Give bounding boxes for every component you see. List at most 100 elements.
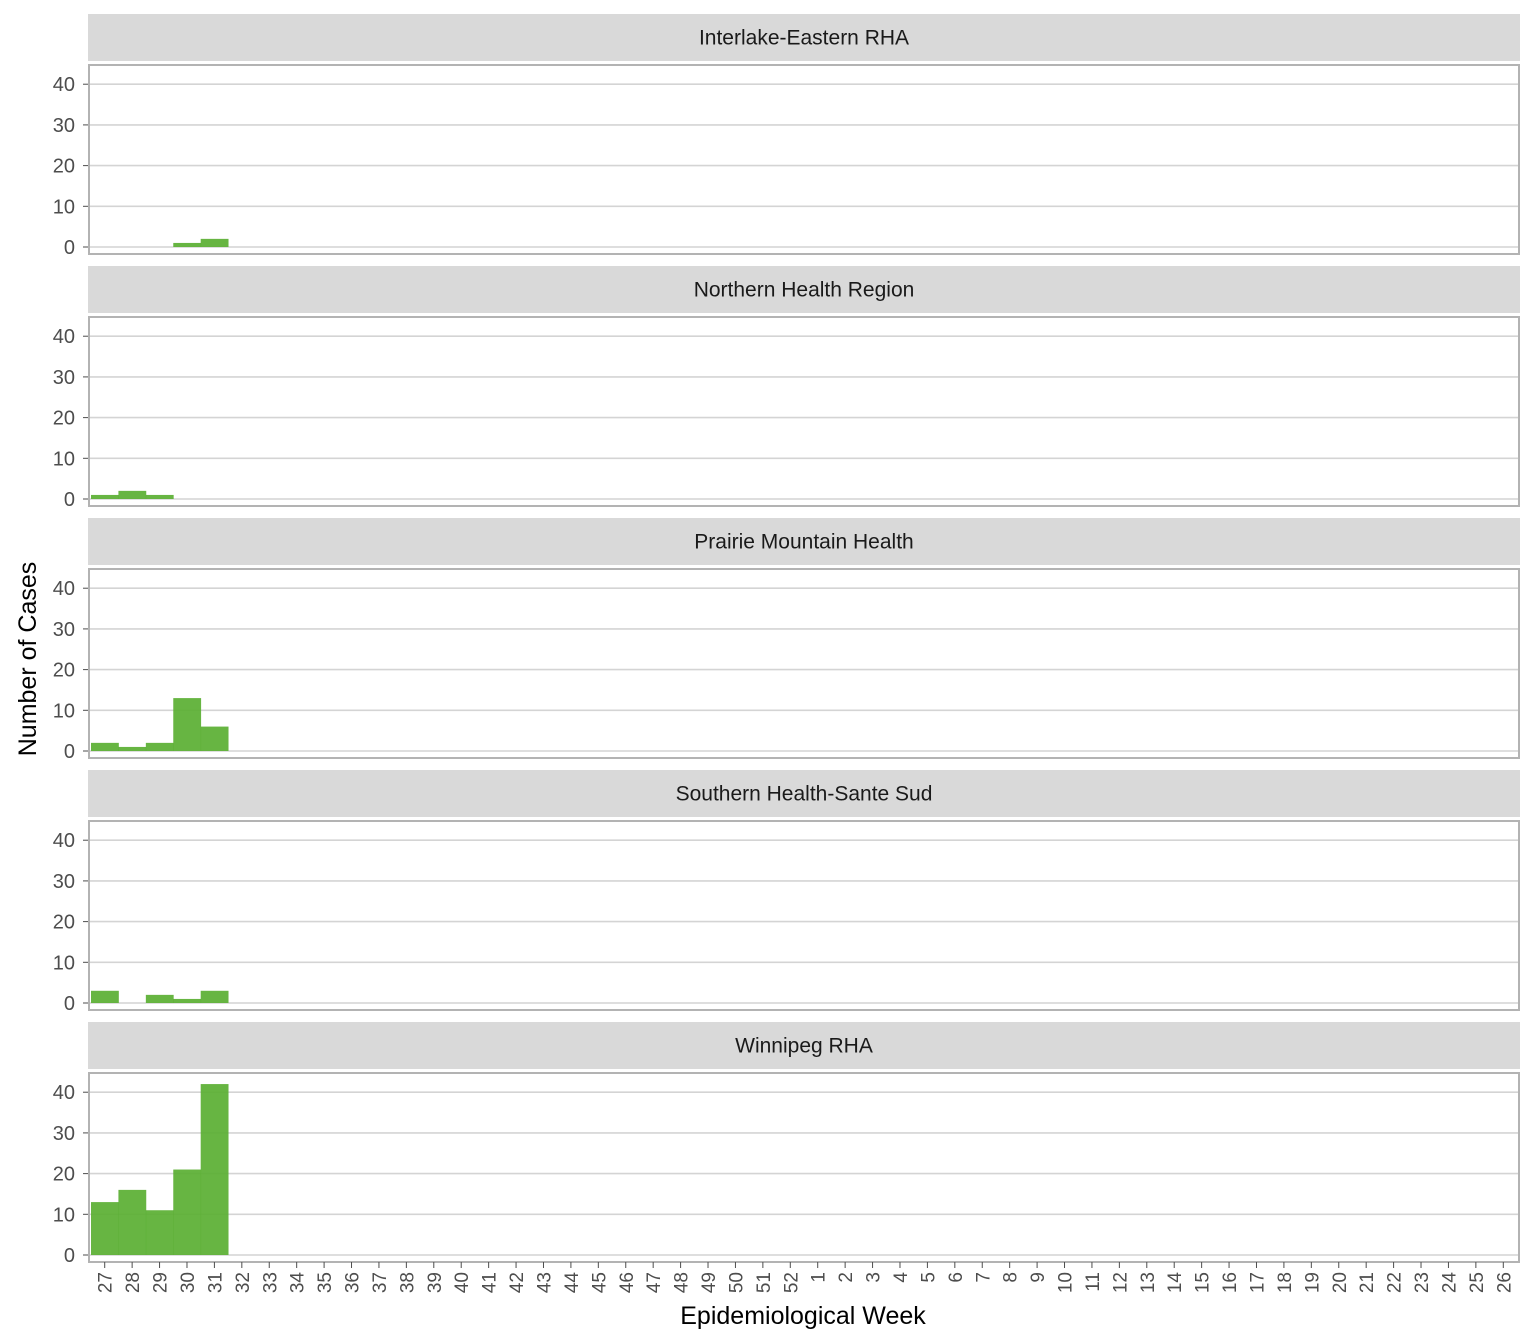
x-tick-label: 29 [151,1272,172,1293]
plot-area [89,821,1519,1010]
x-tick-label: 38 [397,1272,418,1293]
x-tick-label: 48 [672,1272,693,1293]
y-tick-label: 0 [64,237,75,259]
y-tick-label: 40 [53,578,75,600]
bar [91,742,119,751]
x-tick-label: 1 [809,1272,830,1283]
y-tick-label: 30 [53,1123,75,1145]
bar [173,998,202,1003]
x-tick-label: 14 [1165,1272,1186,1294]
y-tick-label: 30 [53,871,75,893]
y-tick-label: 10 [53,700,75,722]
bar [200,1084,229,1255]
y-tick-label: 20 [53,156,75,178]
panel-border [88,568,1520,759]
bar [173,242,202,247]
y-tick-label: 30 [53,619,75,641]
x-tick-label: 45 [589,1272,610,1293]
x-tick-label: 30 [178,1272,199,1293]
y-tick-label: 40 [53,830,75,852]
panel-border [88,1072,1520,1263]
x-tick-label: 3 [864,1272,885,1283]
x-tick-label: 34 [288,1272,309,1294]
x-tick-label: 51 [754,1272,775,1293]
x-tick-label: 6 [946,1272,967,1283]
y-tick-label: 30 [53,115,75,137]
facet-strip [88,518,1520,565]
x-tick-label: 36 [343,1272,364,1293]
x-tick-label: 19 [1302,1272,1323,1293]
x-tick-label: 25 [1467,1272,1488,1293]
x-tick-label: 42 [507,1272,528,1293]
x-tick-label: 49 [699,1272,720,1293]
x-tick-label: 44 [562,1272,583,1294]
bar [118,1189,147,1255]
x-tick-label: 31 [205,1272,226,1293]
x-tick-label: 28 [123,1272,144,1293]
x-tick-label: 7 [973,1272,994,1283]
bar [145,994,174,1003]
x-tick-label: 46 [617,1272,638,1293]
bar [145,742,174,751]
bar [118,746,147,751]
x-tick-label: 52 [781,1272,802,1293]
bar [200,726,229,751]
x-tick-label: 37 [370,1272,391,1293]
x-tick-label: 15 [1193,1272,1214,1293]
facet-panel: Interlake-Eastern RHA 0 10 20 30 40 [53,14,1520,259]
facet-panel: Northern Health Region 0 10 20 30 40 [53,266,1520,511]
bar [145,494,174,499]
facet-strip [88,1022,1520,1069]
facet-title: Northern Health Region [694,279,915,302]
x-tick-label: 9 [1028,1272,1049,1283]
y-tick-label: 20 [53,660,75,682]
y-tick-label: 10 [53,952,75,974]
y-tick-label: 20 [53,1164,75,1186]
bar [173,1169,202,1255]
y-tick-label: 20 [53,912,75,934]
x-tick-label: 23 [1412,1272,1433,1293]
x-tick-label: 18 [1275,1272,1296,1293]
y-tick-label: 0 [64,993,75,1015]
panel-border [88,316,1520,507]
bar [91,494,119,499]
x-tick-label: 12 [1110,1272,1131,1293]
x-tick-label: 4 [891,1272,912,1283]
plot-area [89,317,1519,506]
bar [145,1210,174,1255]
facet-strip [88,266,1520,313]
bar [200,990,229,1003]
x-tick-label: 47 [644,1272,665,1293]
y-tick-label: 10 [53,448,75,470]
x-tick-label: 13 [1138,1272,1159,1293]
y-tick-label: 40 [53,326,75,348]
y-tick-label: 10 [53,1204,75,1226]
x-tick-label: 21 [1357,1272,1378,1293]
panel-border [88,64,1520,255]
y-tick-label: 30 [53,367,75,389]
x-tick-label: 5 [918,1272,939,1283]
x-tick-label: 24 [1439,1272,1460,1294]
x-tick-label: 16 [1220,1272,1241,1293]
bar [91,990,119,1003]
x-tick-label: 27 [96,1272,117,1293]
y-tick-label: 40 [53,74,75,96]
facet-panel: Southern Health-Sante Sud 0 10 20 30 40 [53,770,1520,1015]
y-tick-label: 20 [53,408,75,430]
x-tick-label: 33 [260,1272,281,1293]
bar [200,238,229,247]
x-tick-label: 39 [425,1272,446,1293]
y-tick-label: 10 [53,196,75,218]
bar [118,490,147,499]
x-tick-label: 20 [1330,1272,1351,1293]
x-tick-label: 35 [315,1272,336,1293]
plot-area [89,569,1519,758]
x-tick-label: 50 [726,1272,747,1293]
x-tick-label: 41 [480,1272,501,1293]
x-tick-label: 17 [1247,1272,1268,1293]
x-axis: 27 28 29 30 31 32 33 34 35 36 37 38 39 40 41 42 43 44 45 46… [96,1262,1515,1294]
y-tick-label: 40 [53,1082,75,1104]
x-axis-title: Epidemiological Week [680,1302,926,1330]
bar [91,1202,119,1255]
